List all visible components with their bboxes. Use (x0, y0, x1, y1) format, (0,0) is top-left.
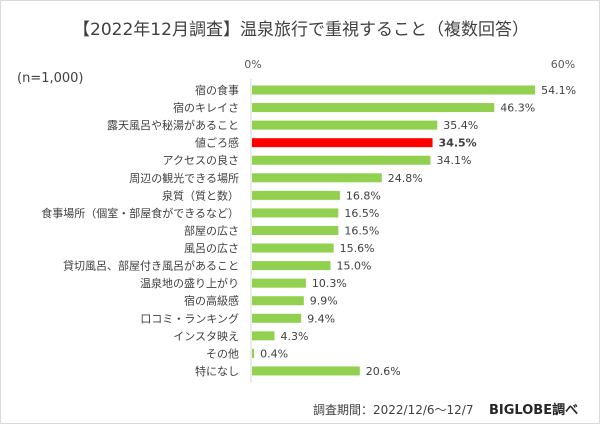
bar (252, 261, 331, 271)
category-label: 宿の食事 (195, 83, 239, 97)
bar (252, 190, 340, 200)
value-label: 34.1% (436, 154, 471, 167)
category-label: 食事場所（個室・部屋食ができるなど） (41, 206, 239, 220)
value-label: 16.5% (344, 224, 379, 237)
bar (252, 155, 431, 165)
value-label: 16.5% (344, 207, 379, 220)
value-label: 9.9% (310, 295, 338, 308)
bar (252, 331, 275, 341)
bar (252, 313, 302, 323)
category-label: 部屋の広さ (184, 223, 239, 237)
value-label: 34.5% (439, 137, 477, 150)
bar (252, 243, 334, 253)
category-label: アクセスの良さ (163, 153, 239, 167)
value-label: 10.3% (312, 277, 347, 290)
value-label: 54.1% (541, 84, 576, 97)
category-label: その他 (206, 347, 239, 360)
value-label: 4.3% (281, 330, 309, 343)
category-label: 宿のキレイさ (173, 101, 239, 115)
survey-period: 調査期間：2022/12/6～12/7 (313, 403, 474, 417)
bar (252, 138, 433, 148)
value-label: 24.8% (388, 172, 423, 185)
value-label: 20.6% (366, 365, 401, 378)
category-label: 周辺の観光できる場所 (129, 171, 239, 185)
sample-size-note: (n=1,000) (17, 71, 84, 86)
category-label: 貸切風呂、部屋付き風呂があること (63, 259, 239, 273)
bar (252, 348, 255, 358)
value-label: 0.4% (260, 347, 288, 360)
category-label: 口コミ・ランキング (140, 311, 239, 325)
bar (252, 120, 438, 130)
category-label: 風呂の広さ (184, 242, 239, 255)
value-label: 15.0% (337, 260, 372, 273)
bar (252, 103, 495, 113)
value-label: 35.4% (443, 119, 478, 132)
category-label: インスタ映え (173, 330, 239, 343)
source-label: BIGLOBE調べ (489, 403, 579, 418)
bar (252, 366, 360, 376)
category-label: 露天風呂や秘湯があること (107, 118, 239, 132)
category-label: 温泉地の盛り上がり (140, 276, 239, 290)
value-label: 16.8% (346, 189, 381, 202)
category-label: 泉質（質と数） (162, 188, 239, 202)
value-label: 9.4% (307, 312, 335, 325)
bar (252, 173, 382, 183)
category-label: 値ごろ感 (195, 136, 239, 150)
value-label: 15.6% (340, 242, 375, 255)
tick-label-0: 0% (244, 58, 262, 71)
chart-title: 【2022年12月調査】温泉旅行で重視すること（複数回答） (73, 20, 529, 40)
category-label: 宿の高級感 (184, 294, 239, 308)
bar (252, 278, 306, 288)
tick-label-60: 60% (550, 58, 576, 71)
bar (252, 225, 339, 235)
value-label: 46.3% (500, 102, 535, 115)
bar (252, 85, 536, 95)
category-label: 特になし (195, 364, 239, 378)
bar (252, 208, 339, 218)
bar (252, 296, 304, 306)
